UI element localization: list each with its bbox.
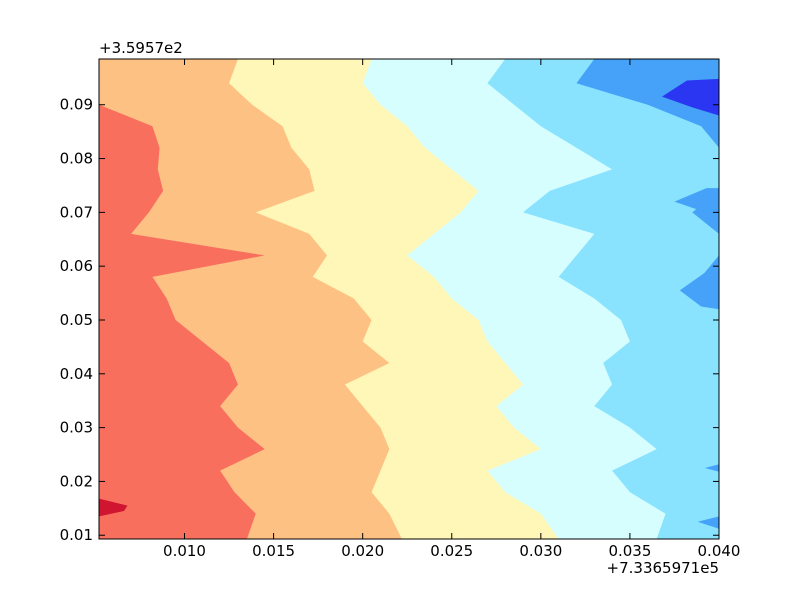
y-tick-label: 0.06 bbox=[60, 257, 93, 275]
x-tick-label: 0.010 bbox=[163, 542, 206, 560]
contour-patch-level-2 bbox=[674, 188, 719, 210]
y-tick-label: 0.05 bbox=[60, 311, 93, 329]
y-tick-label: 0.01 bbox=[60, 526, 93, 544]
contour-plot-area bbox=[99, 59, 719, 539]
x-axis: 0.010 0.015 0.020 0.025 0.030 0.035 0.040 bbox=[163, 59, 740, 560]
contour-patch-level-2 bbox=[679, 268, 719, 310]
x-offset-label: +7.3365971e5 bbox=[607, 559, 719, 577]
y-offset-label: +3.5957e2 bbox=[99, 39, 183, 57]
contour-patch-level-2 bbox=[704, 464, 719, 472]
x-tick-label: 0.025 bbox=[430, 542, 473, 560]
contour-patch-level-8 bbox=[99, 498, 128, 517]
y-tick-label: 0.07 bbox=[60, 203, 93, 221]
y-tick-label: 0.03 bbox=[60, 419, 93, 437]
contour-band-level-7 bbox=[99, 59, 265, 539]
contour-patch-level-1 bbox=[661, 78, 719, 116]
x-tick-label: 0.030 bbox=[519, 542, 562, 560]
y-tick-label: 0.02 bbox=[60, 472, 93, 490]
contour-patch-level-2 bbox=[697, 516, 719, 529]
x-tick-label: 0.035 bbox=[608, 542, 651, 560]
x-tick-label: 0.015 bbox=[252, 542, 295, 560]
x-tick-label: 0.020 bbox=[341, 542, 384, 560]
y-axis: 0.01 0.02 0.03 0.04 0.05 0.06 0.07 0.08 0.09 bbox=[60, 96, 719, 544]
x-tick-label: 0.040 bbox=[698, 542, 741, 560]
y-tick-label: 0.08 bbox=[60, 150, 93, 168]
axes-frame bbox=[98, 58, 720, 540]
y-tick-label: 0.04 bbox=[60, 365, 93, 383]
y-tick-label: 0.09 bbox=[60, 96, 93, 114]
